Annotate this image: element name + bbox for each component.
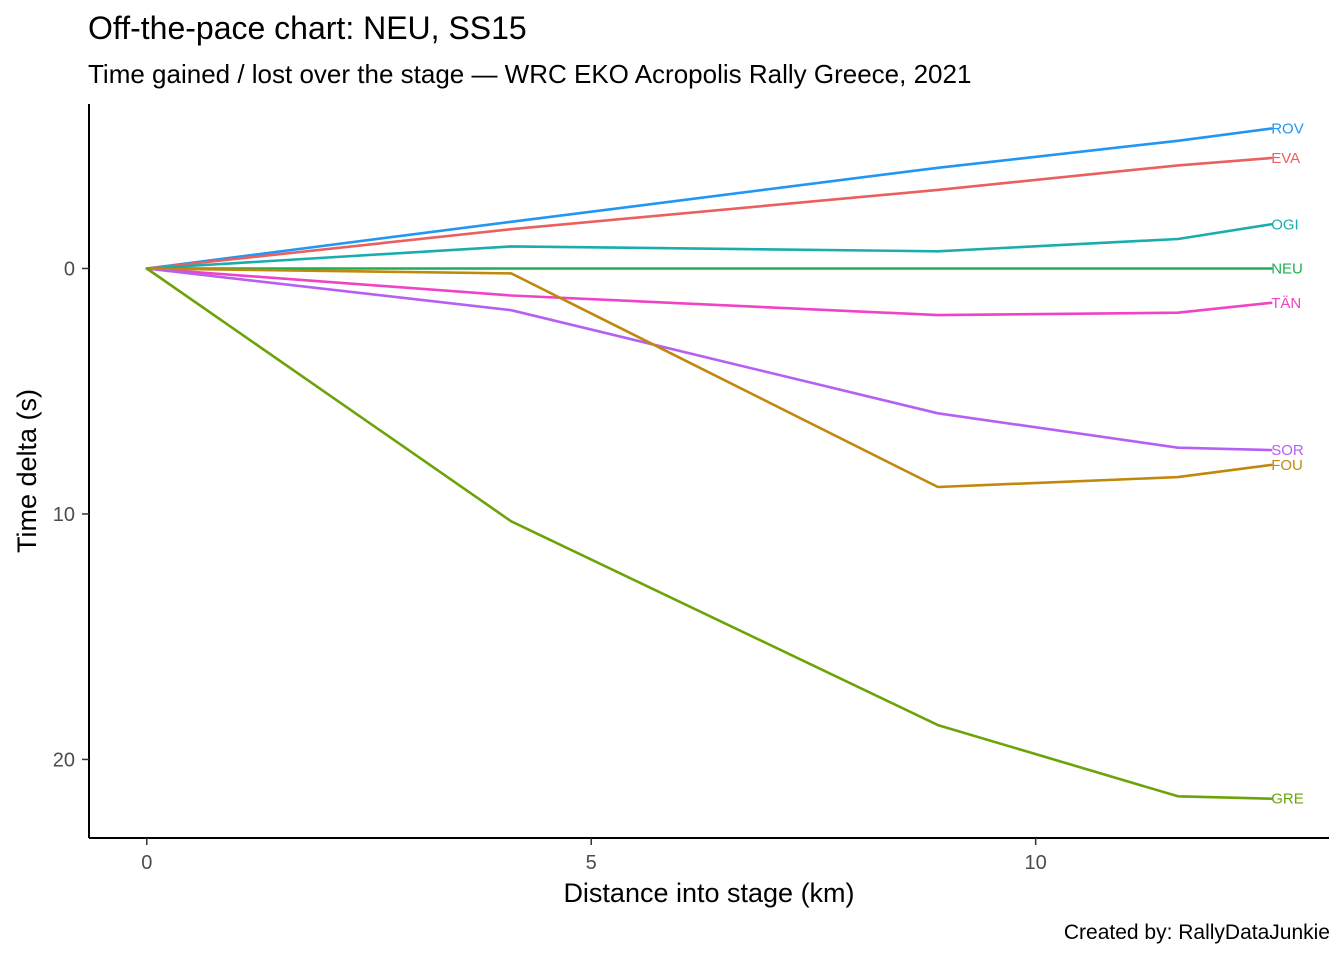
series-label-neu: NEU [1271, 260, 1303, 277]
series-line-eva [145, 156, 1273, 270]
x-tick-label: 0 [141, 852, 152, 874]
chart-caption: Created by: RallyDataJunkie [1063, 921, 1330, 944]
series-layer [145, 127, 1273, 801]
series-line-gre [145, 267, 1273, 801]
series-label-sor: SOR [1271, 442, 1304, 459]
series-line-rov [145, 127, 1273, 270]
chart-axes: 0 5 10 0 10 20 [53, 104, 1329, 874]
y-axis-title: Time delta (s) [12, 389, 42, 553]
x-axis-title: Distance into stage (km) [563, 878, 854, 908]
series-line-ogi [145, 223, 1273, 270]
y-tick-label: 10 [53, 504, 75, 526]
series-label-rov: ROV [1271, 121, 1304, 138]
series-label-eva: EVA [1271, 150, 1300, 167]
series-label-tän: TÄN [1271, 295, 1301, 312]
series-label-fou: FOU [1271, 457, 1303, 474]
x-tick-label: 10 [1025, 852, 1047, 874]
chart-title: Off-the-pace chart: NEU, SS15 [88, 10, 527, 46]
series-line-sor [145, 267, 1273, 452]
series-label-gre: GRE [1271, 791, 1304, 808]
x-tick-label: 5 [586, 852, 597, 874]
series-line-fou [145, 267, 1273, 489]
series-label-ogi: OGI [1271, 216, 1299, 233]
series-line-tän [145, 267, 1273, 317]
y-tick-label: 20 [53, 749, 75, 771]
chart-subtitle: Time gained / lost over the stage — WRC … [88, 59, 972, 89]
y-tick-label: 0 [64, 258, 75, 280]
